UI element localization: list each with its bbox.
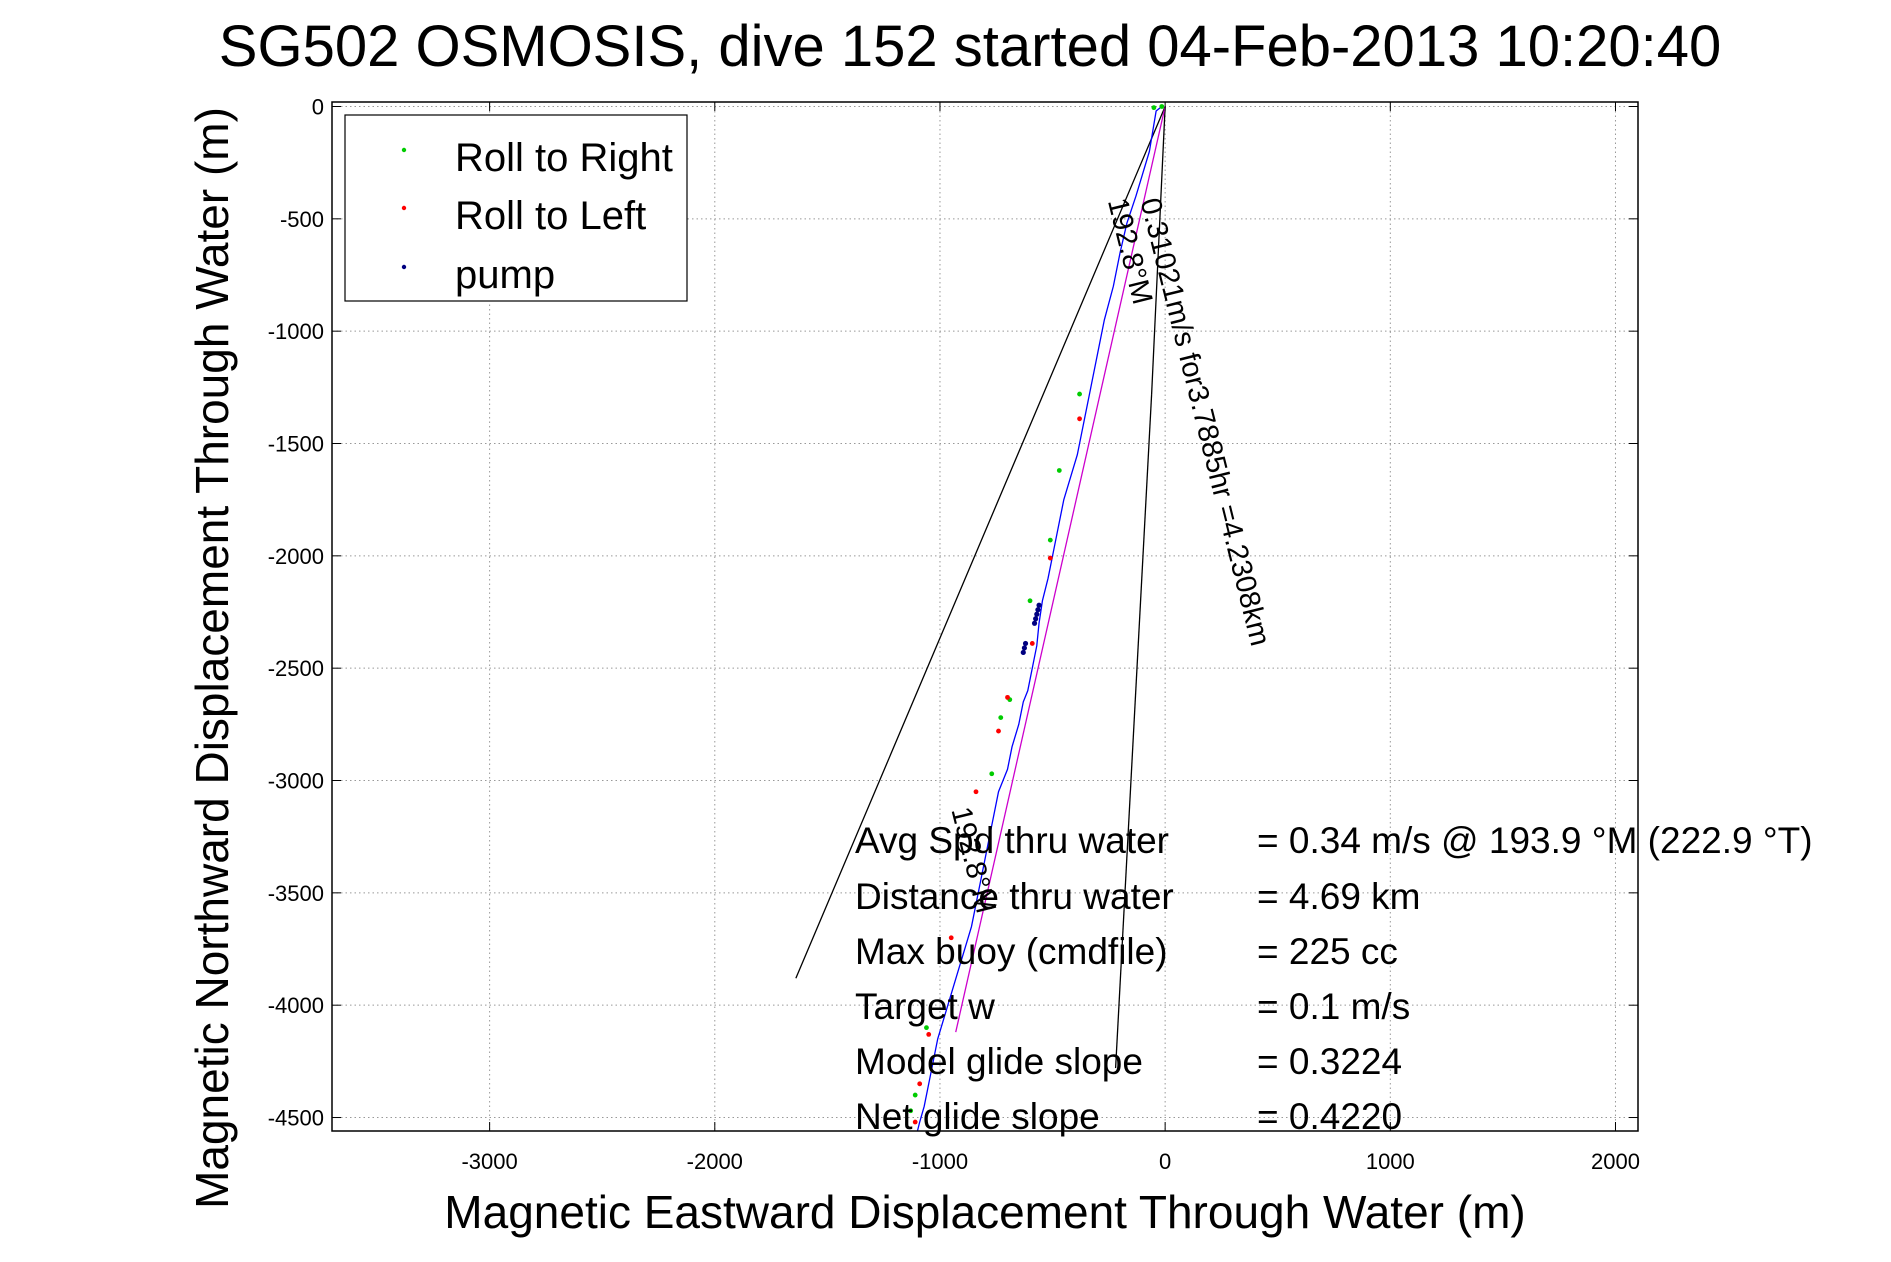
line-annotation: 0.31021m/s for3.7885hr =4.2308km xyxy=(1134,195,1276,649)
roll-right-point xyxy=(1047,537,1053,543)
stat-label-distance: Distance thru water xyxy=(855,876,1174,917)
sector-lines xyxy=(795,106,1166,1069)
stat-value-avg-speed: = 0.34 m/s @ 193.9 °M (222.9 °T) xyxy=(1257,820,1813,861)
pump-point xyxy=(1020,649,1026,656)
y-tick-label: -2000 xyxy=(268,544,324,569)
stat-label-max-buoy: Max buoy (cmdfile) xyxy=(855,931,1168,972)
y-tick-label: -4000 xyxy=(268,993,324,1018)
legend-marker-pump xyxy=(401,264,407,270)
legend-label-roll-left: Roll to Left xyxy=(455,194,646,238)
roll-right-point xyxy=(989,771,995,777)
series-lines xyxy=(916,105,1166,1132)
pump-point xyxy=(1035,607,1041,613)
y-tick-label: -3500 xyxy=(268,881,324,906)
roll-right-point xyxy=(1056,468,1062,473)
x-tick-label: 1000 xyxy=(1366,1149,1415,1174)
fit-line xyxy=(955,106,1166,1033)
stat-label-net-glide-slope: Net glide slope xyxy=(855,1096,1100,1137)
x-tick-label: -3000 xyxy=(461,1149,517,1174)
legend-label-pump: pump xyxy=(455,253,555,297)
pump-point xyxy=(1034,611,1040,617)
dive-track-line xyxy=(916,105,1163,1132)
stats-block: Avg Spd thru water = 0.34 m/s @ 193.9 °M… xyxy=(855,820,1813,1137)
plot-area-frame xyxy=(331,101,1639,1132)
y-tick-label: -3000 xyxy=(268,769,324,794)
legend-marker-roll-left xyxy=(401,205,407,211)
y-tick-label: -500 xyxy=(280,207,324,232)
y-tick-label: 0 xyxy=(312,94,324,119)
legend-label-roll-right: Roll to Right xyxy=(455,136,673,180)
roll-left-point xyxy=(973,789,979,795)
roll-left-point xyxy=(1029,641,1035,646)
pump-point xyxy=(1033,616,1039,622)
sector-line xyxy=(1150,106,1166,395)
legend: Roll to Right Roll to Left pump xyxy=(344,114,688,302)
roll-right-point xyxy=(1077,391,1082,397)
roll-right-point xyxy=(1151,105,1157,111)
roll-left-point xyxy=(948,935,954,941)
stat-value-net-glide-slope: = 0.4220 xyxy=(1257,1096,1402,1137)
roll-right-point xyxy=(912,1092,918,1098)
roll-right-point xyxy=(1027,598,1033,604)
pump-point xyxy=(1021,645,1028,651)
x-tick-label: 2000 xyxy=(1591,1149,1640,1174)
marker-points xyxy=(908,104,1165,1125)
roll-right-point xyxy=(1159,104,1165,109)
y-tick-label: -4500 xyxy=(268,1106,324,1131)
stat-label-model-glide-slope: Model glide slope xyxy=(855,1041,1143,1082)
y-tick-label: -2500 xyxy=(268,656,324,681)
stat-value-max-buoy: = 225 cc xyxy=(1257,931,1398,972)
roll-left-point xyxy=(926,1031,932,1037)
legend-marker-roll-right xyxy=(401,147,407,153)
roll-left-point xyxy=(996,728,1001,734)
pump-point xyxy=(1031,620,1038,626)
stat-value-target-w: = 0.1 m/s xyxy=(1257,986,1410,1027)
roll-right-point xyxy=(924,1025,929,1031)
stat-label-avg-speed: Avg Spd thru water xyxy=(855,820,1169,861)
roll-left-point xyxy=(917,1081,923,1087)
y-axis-label: Magnetic Northward Displacement Through … xyxy=(186,107,238,1209)
pump-point xyxy=(1036,602,1042,608)
x-tick-labels: -3000 -2000 -1000 0 1000 2000 xyxy=(461,102,1640,1174)
x-tick-label: -1000 xyxy=(912,1149,968,1174)
gridlines xyxy=(332,102,1638,1131)
pump-point xyxy=(1022,640,1029,647)
roll-left-point xyxy=(1005,694,1010,700)
roll-right-point xyxy=(998,715,1004,721)
roll-left-point xyxy=(912,1119,918,1125)
stat-value-distance: = 4.69 km xyxy=(1257,876,1421,917)
x-axis-label: Magnetic Eastward Displacement Through W… xyxy=(444,1186,1525,1238)
sector-line xyxy=(1114,394,1153,1069)
x-tick-label: 0 xyxy=(1159,1149,1171,1174)
stat-value-model-glide-slope: = 0.3224 xyxy=(1257,1041,1402,1082)
roll-right-point xyxy=(908,1108,914,1114)
roll-left-point xyxy=(1077,416,1082,422)
roll-left-point xyxy=(1047,555,1053,561)
sector-line xyxy=(795,106,1166,979)
y-tick-label: -1000 xyxy=(268,319,324,344)
stat-label-target-w: Target w xyxy=(855,986,995,1027)
y-tick-label: -1500 xyxy=(268,432,324,457)
y-tick-labels: 0 -500 -1000 -1500 -2000 -2500 -3000 -3500 -4000… xyxy=(268,94,1638,1131)
x-tick-label: -2000 xyxy=(687,1149,743,1174)
chart-title: SG502 OSMOSIS, dive 152 started 04-Feb-2… xyxy=(219,14,1721,79)
